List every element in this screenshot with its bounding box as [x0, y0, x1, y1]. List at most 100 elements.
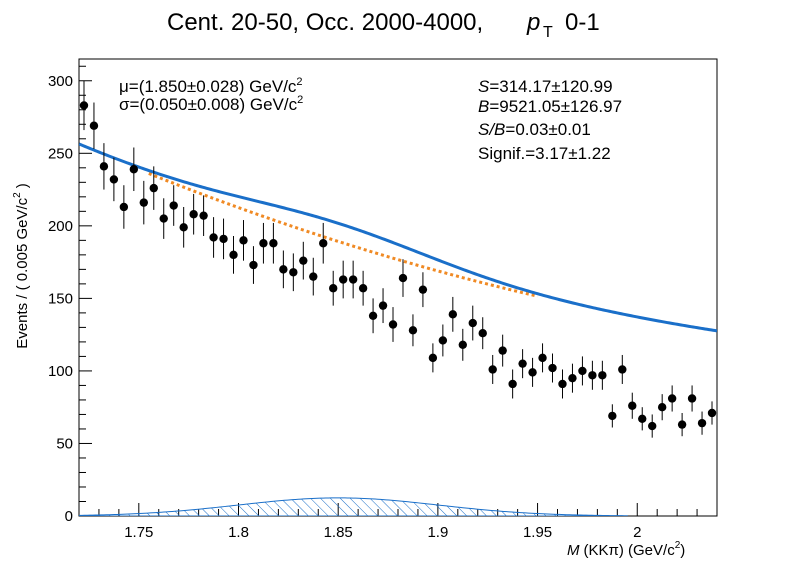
- data-point: [199, 195, 208, 236]
- point-marker: [299, 256, 308, 265]
- point-marker: [697, 418, 707, 428]
- data-point: [338, 260, 348, 299]
- point-marker: [329, 284, 338, 293]
- point-marker: [468, 318, 477, 328]
- stat-s-over-b: S/B=0.03±0.01: [478, 120, 591, 139]
- data-point: [229, 235, 238, 274]
- data-point: [408, 314, 418, 347]
- y-tick-label: 250: [48, 145, 73, 162]
- data-point: [558, 369, 567, 399]
- data-point: [219, 218, 228, 260]
- point-marker: [79, 101, 89, 110]
- data-point: [538, 343, 547, 373]
- y-axis-label: Events / ( 0.005 GeV/c2): [12, 183, 31, 348]
- sigma-param: σ=(0.050±0.008) GeV/c2: [119, 94, 303, 114]
- point-marker: [179, 223, 188, 232]
- data-point: [608, 404, 617, 428]
- point-marker: [428, 353, 438, 363]
- point-marker: [458, 340, 467, 350]
- data-point: [348, 260, 358, 299]
- x-tick-label: 1.8: [228, 524, 249, 541]
- data-point: [329, 270, 338, 306]
- point-marker: [528, 368, 537, 377]
- point-marker: [648, 421, 657, 431]
- data-point: [299, 241, 308, 280]
- point-marker: [109, 175, 119, 184]
- point-marker: [368, 311, 378, 320]
- point-marker: [687, 394, 697, 403]
- point-marker: [508, 379, 517, 389]
- point-marker: [478, 329, 487, 338]
- title-pt-subscript: T: [543, 24, 553, 41]
- plot-frame: [78, 58, 718, 517]
- data-point: [468, 305, 477, 341]
- data-point: [667, 385, 677, 412]
- point-marker: [338, 275, 348, 284]
- x-tick-label: 1.85: [324, 524, 353, 541]
- data-point: [528, 357, 537, 387]
- data-point: [418, 272, 428, 308]
- data-point: [249, 246, 258, 284]
- data-point: [269, 222, 278, 264]
- point-marker: [189, 210, 198, 219]
- tick-labels: 1.75 1.8 1.85 1.9 1.95 2 0 50 100 150 200 250 300: [48, 73, 641, 541]
- data-point: [388, 307, 398, 342]
- point-marker: [448, 310, 458, 319]
- point-marker: [618, 365, 627, 374]
- stat-signal: S=314.17±120.99: [478, 77, 613, 96]
- point-marker: [578, 366, 587, 376]
- data-point: [279, 250, 288, 289]
- total-fit-line: [79, 142, 717, 333]
- point-marker: [119, 202, 129, 212]
- signal-fill-area: [79, 497, 628, 516]
- data-point: [478, 317, 487, 350]
- point-marker: [638, 414, 647, 423]
- y-tick-label: 300: [48, 73, 73, 90]
- mu-param: μ=(1.850±0.028) GeV/c2: [119, 76, 303, 96]
- point-marker: [498, 346, 507, 355]
- point-marker: [418, 285, 428, 294]
- y-tick-label: 200: [48, 218, 73, 235]
- x-tick-label: 1.95: [523, 524, 552, 541]
- point-marker: [259, 239, 268, 248]
- point-marker: [628, 401, 637, 410]
- point-marker: [209, 233, 218, 242]
- point-marker: [289, 268, 298, 277]
- point-marker: [488, 365, 497, 374]
- point-marker: [608, 411, 617, 421]
- point-marker: [199, 211, 208, 220]
- data-point: [508, 369, 517, 399]
- data-point: [548, 353, 557, 383]
- data-point: [358, 270, 368, 306]
- point-marker: [438, 336, 448, 345]
- x-tick-label: 1.75: [124, 524, 153, 541]
- point-marker: [319, 239, 328, 248]
- data-point: [518, 349, 527, 379]
- stat-significance: Signif.=3.17±1.22: [478, 144, 611, 163]
- point-marker: [129, 165, 139, 174]
- data-point: [657, 394, 667, 421]
- y-tick-label: 100: [48, 363, 73, 380]
- point-marker: [279, 265, 288, 274]
- point-marker: [677, 420, 687, 429]
- data-point: [149, 166, 158, 210]
- point-marker: [667, 394, 677, 403]
- point-marker: [588, 371, 597, 380]
- x-axis-label: M (KKπ) (GeV/c2): [567, 540, 685, 559]
- point-marker: [309, 272, 318, 281]
- x-tick-label: 2: [633, 524, 641, 541]
- data-point: [598, 360, 607, 390]
- stat-background: B=9521.05±126.97: [478, 97, 622, 116]
- data-point: [677, 412, 687, 437]
- point-marker: [378, 301, 388, 310]
- data-point: [687, 385, 697, 412]
- data-points: [79, 80, 717, 438]
- data-point: [648, 414, 657, 438]
- point-marker: [358, 284, 368, 293]
- data-point: [628, 392, 637, 419]
- point-marker: [568, 373, 577, 383]
- data-point: [319, 222, 328, 264]
- data-point: [99, 143, 109, 190]
- point-marker: [408, 326, 418, 335]
